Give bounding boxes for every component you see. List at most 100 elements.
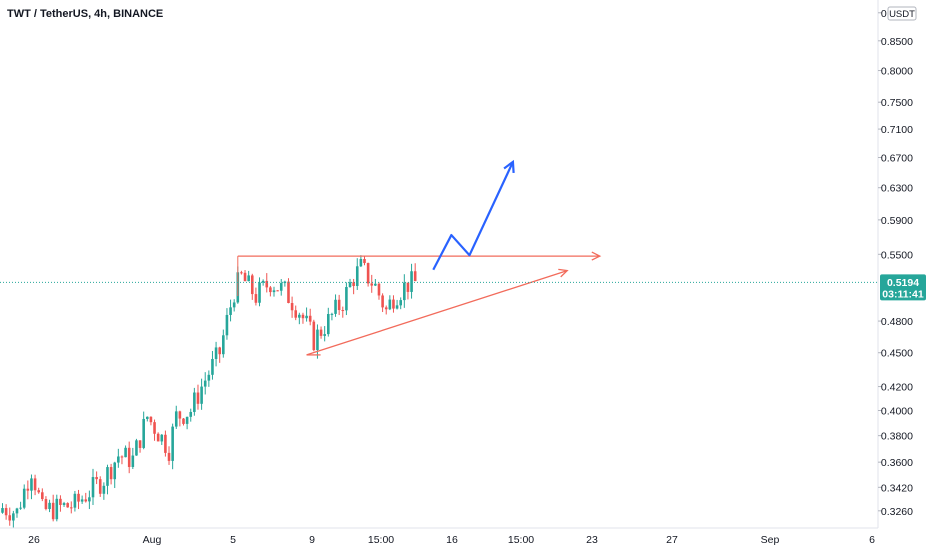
price-axis: 0.90000.85000.80000.75000.71000.67000.63… — [877, 0, 926, 528]
candle — [98, 476, 102, 497]
candle — [229, 299, 232, 322]
currency-unit-box — [887, 6, 917, 21]
candle-body — [308, 315, 312, 322]
candle — [341, 306, 345, 318]
candle-body — [261, 280, 265, 283]
candle — [171, 423, 174, 470]
price-tick-label: 0.6300 — [881, 183, 913, 195]
support-line — [306, 270, 568, 356]
price-tick-label: 0.3260 — [881, 506, 913, 518]
candle — [381, 293, 384, 313]
candle — [279, 279, 283, 296]
candle — [200, 378, 203, 410]
candle — [207, 370, 211, 387]
candle-body — [156, 433, 160, 442]
candle-body — [214, 347, 218, 359]
resistance-arrowhead — [591, 251, 602, 261]
price-tick-label: 0.4800 — [881, 316, 913, 328]
projection-path — [432, 161, 514, 271]
candle-body — [196, 392, 200, 404]
candle — [355, 258, 359, 290]
price-tick-label: 0.7500 — [881, 97, 913, 109]
candle-body — [26, 488, 30, 491]
candle-body — [406, 282, 410, 292]
candle — [138, 440, 142, 453]
candle-body — [160, 434, 164, 442]
candle-body — [337, 299, 341, 311]
candle — [316, 324, 319, 359]
candle-body — [91, 477, 95, 498]
candle — [95, 471, 98, 485]
candle-body — [8, 515, 12, 521]
candle — [30, 474, 33, 500]
candle — [124, 445, 127, 458]
candle — [272, 286, 276, 297]
candle — [384, 305, 388, 315]
candle-body — [19, 507, 22, 509]
time-tick-label: Aug — [143, 534, 162, 546]
candle — [178, 410, 182, 427]
candle — [265, 273, 269, 293]
candle — [73, 490, 77, 512]
price-tick-label: 0.3600 — [881, 457, 913, 469]
time-tick-label: 6 — [869, 534, 875, 546]
candle-body — [84, 499, 88, 502]
candle — [348, 278, 352, 288]
price-tick-label: 0.7100 — [881, 124, 913, 136]
candle — [283, 280, 287, 287]
candle — [135, 438, 138, 456]
candle-body — [15, 508, 19, 514]
candle — [269, 285, 272, 297]
candle — [377, 282, 381, 300]
candle — [254, 287, 258, 306]
candle-body — [95, 477, 98, 480]
candle-body — [413, 271, 417, 282]
candle — [334, 294, 337, 317]
candle-body — [37, 490, 40, 493]
candle-body — [374, 283, 377, 286]
candle-body — [363, 259, 366, 264]
candle — [185, 416, 189, 430]
candle — [127, 441, 131, 474]
candle — [294, 305, 298, 321]
candle — [225, 308, 229, 340]
projection-arrowhead — [503, 159, 515, 173]
candle — [413, 263, 417, 282]
candle-body — [135, 440, 138, 456]
candle-body — [327, 314, 330, 335]
candle-body — [287, 281, 290, 304]
candle — [164, 430, 167, 457]
candle-body — [366, 263, 370, 284]
candle-body — [410, 271, 413, 292]
candle-body — [124, 447, 127, 458]
last-price-badge — [880, 274, 926, 301]
candle-body — [377, 283, 381, 296]
candle — [153, 419, 156, 441]
candle-body — [370, 283, 374, 286]
candle — [12, 510, 15, 528]
candle — [146, 416, 149, 422]
currency-unit-label: USDT — [889, 9, 915, 20]
candle-body — [149, 416, 153, 423]
last-price-value: 0.5194 — [887, 277, 919, 289]
candle — [19, 501, 22, 510]
candle — [392, 295, 395, 313]
candle — [261, 279, 265, 286]
time-tick-label: 15:00 — [508, 534, 534, 546]
candle-body — [330, 313, 334, 315]
candle-body — [334, 299, 337, 314]
candle — [84, 492, 88, 503]
candle — [77, 489, 80, 510]
candle — [232, 299, 236, 312]
candle-body — [279, 283, 283, 291]
price-tick-label: 0.8000 — [881, 66, 913, 78]
candle — [290, 296, 294, 318]
time-axis: 26 Aug 5 9 15:00 16 15:00 23 27 Sep 6 — [0, 527, 878, 546]
candle — [131, 447, 135, 470]
candle — [182, 417, 185, 426]
candle — [305, 307, 308, 322]
candle — [4, 504, 8, 520]
candle-body — [55, 498, 59, 520]
candle-body — [392, 299, 395, 309]
